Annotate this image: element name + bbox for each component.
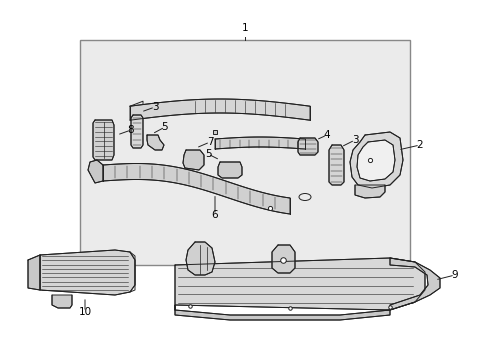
Text: 8: 8: [127, 125, 134, 135]
Polygon shape: [183, 150, 203, 170]
Polygon shape: [215, 137, 305, 149]
Text: 3: 3: [351, 135, 358, 145]
Polygon shape: [28, 255, 40, 290]
Polygon shape: [218, 162, 242, 178]
Text: 10: 10: [78, 307, 91, 317]
Polygon shape: [88, 160, 103, 183]
Text: 7: 7: [206, 137, 213, 147]
Text: 4: 4: [323, 130, 329, 140]
Polygon shape: [147, 135, 163, 150]
Polygon shape: [349, 132, 402, 188]
Text: 6: 6: [211, 210, 218, 220]
Polygon shape: [52, 295, 72, 308]
Text: 2: 2: [416, 140, 423, 150]
Text: 5: 5: [162, 122, 168, 132]
Polygon shape: [389, 258, 439, 310]
Polygon shape: [103, 163, 289, 214]
Bar: [80, 40, 409, 265]
Polygon shape: [356, 140, 394, 181]
Polygon shape: [175, 305, 389, 320]
Polygon shape: [271, 245, 294, 273]
Polygon shape: [131, 115, 142, 148]
Text: 3: 3: [151, 102, 158, 112]
Polygon shape: [297, 138, 317, 155]
Polygon shape: [175, 258, 424, 310]
Text: 9: 9: [451, 270, 457, 280]
Polygon shape: [130, 99, 309, 120]
Polygon shape: [185, 242, 215, 275]
Polygon shape: [354, 185, 384, 198]
Polygon shape: [40, 250, 135, 295]
Text: 1: 1: [241, 23, 248, 33]
Polygon shape: [93, 120, 114, 160]
Polygon shape: [328, 145, 343, 185]
Text: 5: 5: [204, 149, 211, 159]
